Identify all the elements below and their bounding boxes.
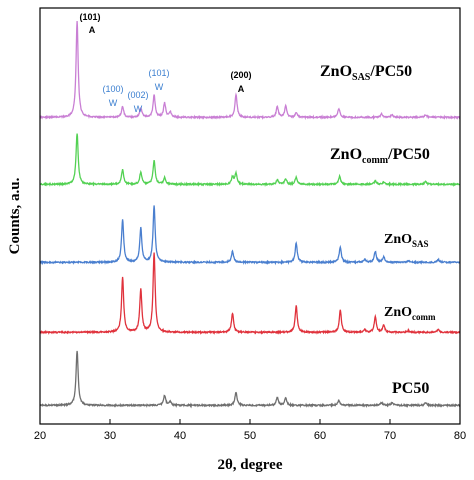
peak-annotation: (100) <box>102 84 123 94</box>
series-label: ZnOcomm <box>384 305 436 322</box>
x-axis-title: 2θ, degree <box>217 457 282 473</box>
series-line <box>39 21 461 121</box>
x-tick-label: 60 <box>314 430 326 442</box>
x-tick-label: 80 <box>454 430 466 442</box>
series-label: PC50 <box>392 380 429 397</box>
peak-annotation: A <box>89 25 96 35</box>
series-label: ZnOSAS <box>384 232 429 249</box>
series-layer <box>39 21 461 409</box>
peak-annotation: A <box>238 84 245 94</box>
peak-annotation: (101) <box>148 68 169 78</box>
series-line <box>39 205 461 266</box>
x-tick-label: 30 <box>104 430 116 442</box>
series-line <box>39 350 461 409</box>
peak-annotation: W <box>155 82 164 92</box>
peak-annotation: W <box>109 98 118 108</box>
x-tick-label: 40 <box>174 430 186 442</box>
series-labels: PC50 ZnOcomm ZnOSAS ZnOcomm/PC50 ZnOSAS/PC50 <box>320 63 436 397</box>
y-axis-title: Counts, a.u. <box>7 177 23 254</box>
peak-annotation: (200) <box>230 70 251 80</box>
x-tick-label: 20 <box>34 430 46 442</box>
peak-annotation: (101) <box>79 12 100 22</box>
series-line <box>39 133 461 188</box>
peak-annotation: (002) <box>127 90 148 100</box>
x-axis-ticks: 20 30 40 50 60 70 80 <box>34 419 466 442</box>
series-label: ZnOSAS/PC50 <box>320 63 412 83</box>
peak-annotation: W <box>134 104 143 114</box>
x-tick-label: 70 <box>384 430 396 442</box>
series-line <box>39 252 461 335</box>
x-tick-label: 50 <box>244 430 256 442</box>
peak-annotations: (101) A (100) W (002) W (101) W (200) A <box>79 12 251 114</box>
series-label: ZnOcomm/PC50 <box>330 146 430 166</box>
